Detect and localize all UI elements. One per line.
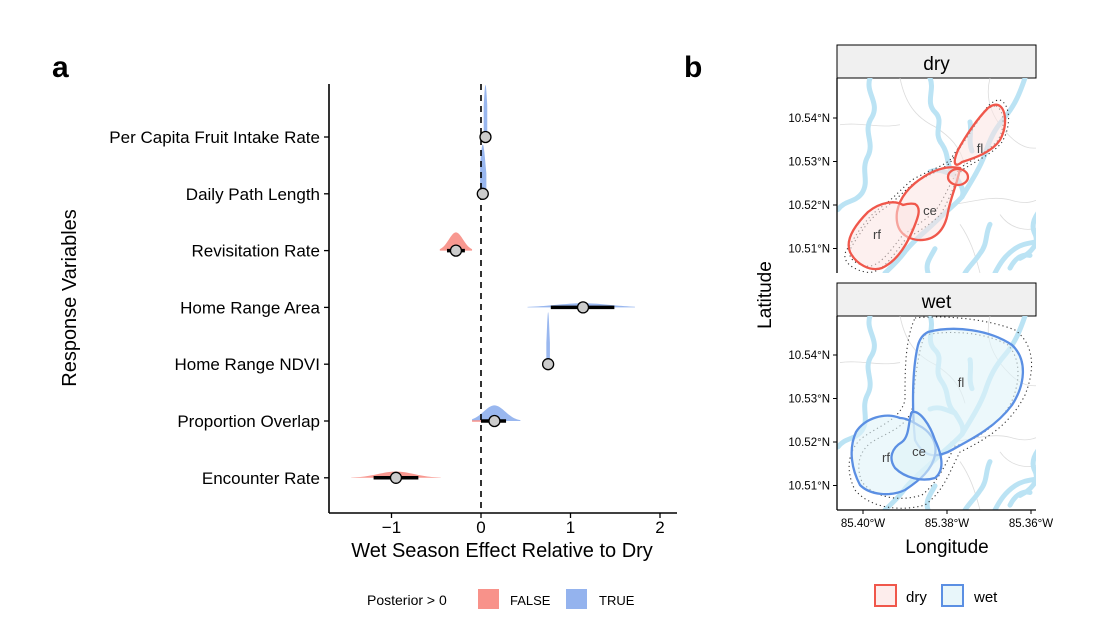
- y-tick-label-3: Home Range Area: [180, 298, 320, 317]
- contour-wet-fl: [911, 327, 1025, 457]
- legend-label-wet: wet: [973, 589, 998, 606]
- y-axis-title: Response Variables: [59, 209, 81, 387]
- legend-swatch-dry: [874, 584, 897, 607]
- lon-tick-label-1: 85.38°W: [925, 518, 969, 530]
- legend-title: Posterior > 0: [367, 592, 447, 608]
- x-tick-label-2: 1: [566, 518, 575, 537]
- map-label-wet-rf: rf: [882, 450, 890, 465]
- median-point-6: [389, 471, 403, 484]
- panel-label-a: a: [52, 51, 69, 84]
- median-point-4: [541, 358, 555, 371]
- facet-strip-dry-label: dry: [923, 54, 950, 75]
- wet-lat-tick-label-0: 10.54°N: [788, 350, 830, 362]
- facet-wet: wet fl ce rf 10.54°N 10.53°N 10.52°N 10.51°…: [788, 282, 1053, 530]
- wet-lat-tick-label-1: 10.53°N: [788, 394, 830, 406]
- legend-label-false: FALSE: [510, 593, 551, 608]
- wet-lat-tick-label-2: 10.52°N: [788, 437, 830, 449]
- dry-lat-tick-label-2: 10.52°N: [788, 200, 830, 212]
- map-label-dry-ce: ce: [923, 203, 937, 218]
- map-label-wet-ce: ce: [912, 444, 926, 459]
- facet-strip-wet-label: wet: [921, 292, 952, 313]
- x-tick-label-3: 2: [655, 518, 664, 537]
- legend-season: dry wet: [874, 584, 998, 607]
- median-point-0: [479, 130, 492, 144]
- contour-dry-small: [946, 167, 970, 187]
- y-tick-label-4: Home Range NDVI: [174, 355, 320, 374]
- violin-4: [546, 312, 550, 365]
- map-x-axis-title: Longitude: [905, 537, 988, 558]
- map-wet: fl ce rf: [838, 316, 1045, 510]
- violin-0: [483, 85, 488, 137]
- y-tick-label-2: Revisitation Rate: [191, 242, 320, 261]
- legend-label-true: TRUE: [599, 593, 635, 608]
- median-point-2: [449, 244, 463, 257]
- legend-swatch-false: [478, 589, 499, 609]
- lon-tick-label-2: 85.36°W: [1009, 518, 1053, 530]
- facet-strip-dry: [836, 44, 1037, 79]
- violin-5: [472, 405, 521, 421]
- wet-lat-ticks: 10.54°N 10.53°N 10.52°N 10.51°N: [788, 350, 837, 493]
- median-point-3: [576, 301, 590, 314]
- facet-dry: dry fl ce rf 10.54°N 10.53°N 10.52°N 10.51°…: [788, 44, 1045, 273]
- map-label-wet-fl: fl: [958, 375, 965, 390]
- wet-lat-tick-label-3: 10.51°N: [788, 481, 830, 493]
- x-axis-title: Wet Season Effect Relative to Dry: [351, 540, 653, 562]
- y-tick-label-0: Per Capita Fruit Intake Rate: [109, 128, 320, 147]
- x-axis-ticks: −1 0 1 2: [382, 513, 665, 537]
- x-tick-label-1: 0: [476, 518, 485, 537]
- contour-wet-ce: [890, 410, 943, 481]
- lon-tick-label-0: 85.40°W: [841, 518, 885, 530]
- legend-swatch-wet: [941, 584, 964, 607]
- lon-ticks: 85.40°W 85.38°W 85.36°W: [841, 510, 1053, 530]
- violin-1: [480, 144, 487, 194]
- panel-label-b: b: [684, 51, 702, 84]
- dry-lat-tick-label-3: 10.51°N: [788, 244, 830, 256]
- y-tick-label-6: Encounter Rate: [202, 469, 320, 488]
- violin-plot: Per Capita Fruit Intake Rate Daily Path L…: [59, 84, 677, 609]
- dry-lat-tick-label-0: 10.54°N: [788, 113, 830, 125]
- contour-dry-rf: [847, 201, 920, 271]
- legend-posterior: Posterior > 0 FALSE TRUE: [367, 589, 635, 609]
- median-point-1: [476, 187, 489, 200]
- legend-label-dry: dry: [906, 589, 927, 606]
- map-label-dry-fl: fl: [977, 141, 984, 156]
- legend-swatch-true: [566, 589, 587, 609]
- y-axis-ticks: Per Capita Fruit Intake Rate Daily Path L…: [109, 128, 329, 488]
- x-tick-label-0: −1: [382, 518, 401, 537]
- points-layer: [373, 130, 615, 484]
- violin-2: [439, 232, 473, 251]
- map-label-dry-rf: rf: [873, 227, 881, 242]
- facet-strip-wet: [836, 282, 1037, 317]
- dry-lat-ticks: 10.54°N 10.53°N 10.52°N 10.51°N: [788, 113, 837, 256]
- y-tick-label-5: Proportion Overlap: [177, 412, 320, 431]
- median-point-5: [488, 414, 501, 428]
- dry-lat-tick-label-1: 10.53°N: [788, 157, 830, 169]
- map-dry: fl ce rf: [838, 78, 1045, 273]
- y-tick-label-1: Daily Path Length: [186, 185, 320, 204]
- contour-dry-fl: [953, 103, 1007, 166]
- map-y-axis-title: Latitude: [755, 261, 776, 329]
